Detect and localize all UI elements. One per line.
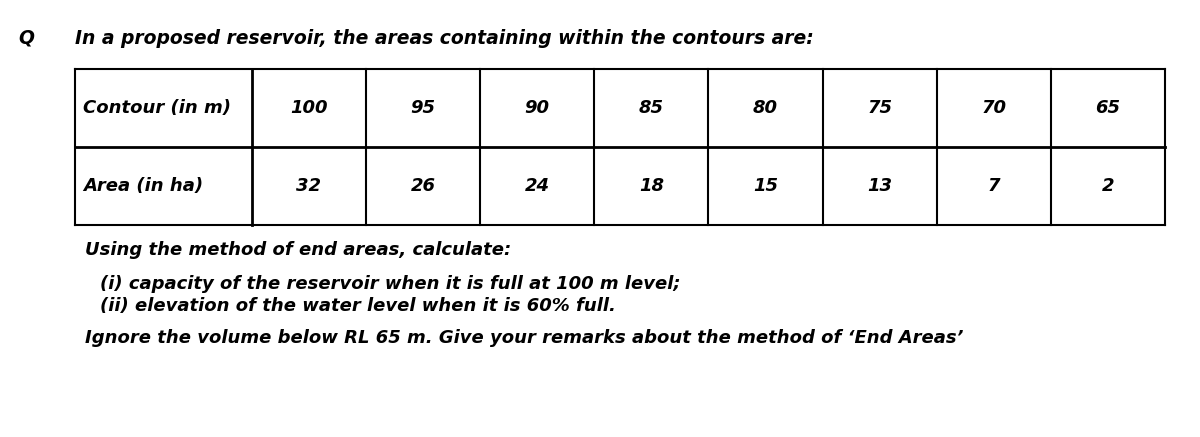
Text: 75: 75 [868, 99, 892, 117]
Text: In a proposed reservoir, the areas containing within the contours are:: In a proposed reservoir, the areas conta… [74, 29, 814, 48]
Text: Contour (in m): Contour (in m) [83, 99, 230, 117]
Text: (i) capacity of the reservoir when it is full at 100 m level;: (i) capacity of the reservoir when it is… [100, 275, 680, 293]
Text: 7: 7 [988, 177, 1000, 195]
Text: 24: 24 [524, 177, 550, 195]
Text: 13: 13 [868, 177, 892, 195]
Text: 85: 85 [638, 99, 664, 117]
Text: 70: 70 [982, 99, 1007, 117]
Text: 15: 15 [754, 177, 778, 195]
Text: 26: 26 [410, 177, 436, 195]
Text: 95: 95 [410, 99, 436, 117]
Text: 80: 80 [754, 99, 778, 117]
Text: Ignore the volume below RL 65 m. Give your remarks about the method of ‘End Area: Ignore the volume below RL 65 m. Give yo… [85, 329, 964, 347]
Text: (ii) elevation of the water level when it is 60% full.: (ii) elevation of the water level when i… [100, 297, 616, 315]
Text: Q: Q [18, 29, 34, 48]
Text: 100: 100 [290, 99, 328, 117]
Text: 65: 65 [1096, 99, 1121, 117]
Text: Area (in ha): Area (in ha) [83, 177, 203, 195]
Text: 18: 18 [638, 177, 664, 195]
Text: 90: 90 [524, 99, 550, 117]
Text: 32: 32 [296, 177, 322, 195]
Text: Using the method of end areas, calculate:: Using the method of end areas, calculate… [85, 241, 511, 259]
Text: 2: 2 [1102, 177, 1114, 195]
